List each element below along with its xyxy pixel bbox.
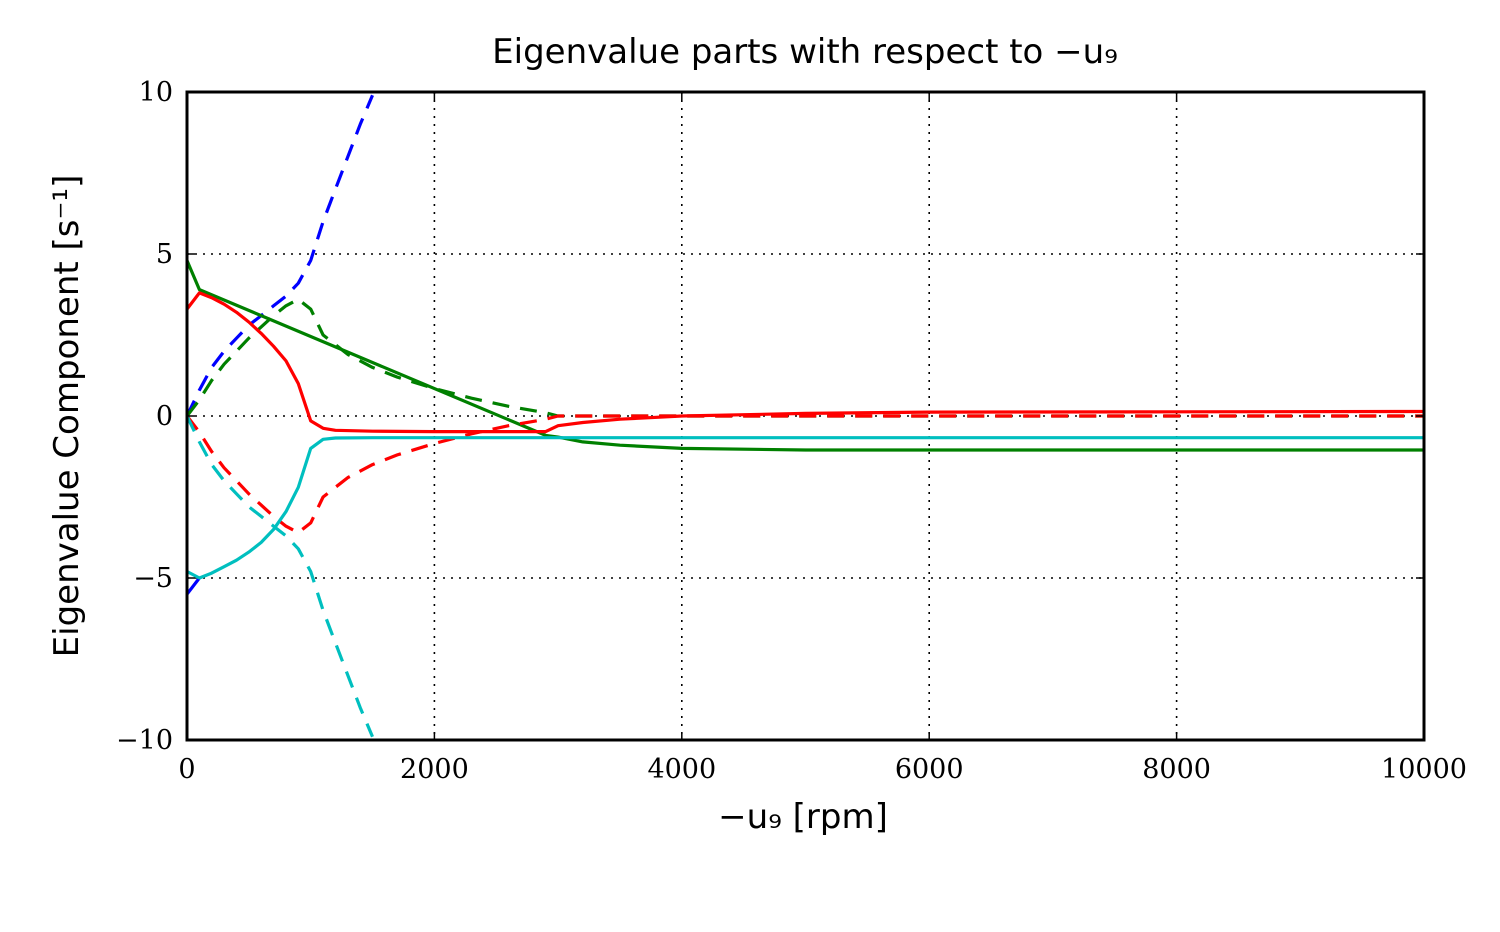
series-line-6-solid (186, 436, 1424, 580)
y-ticks: −10 −5 0 5 10 (116, 77, 1424, 756)
series-line-3-dashed (185, 297, 1424, 418)
x-ticks: 0 2000 4000 6000 8000 10000 (178, 92, 1467, 785)
series-line-4-solid (185, 291, 1425, 434)
y-tick-label: −5 (133, 563, 173, 594)
series-line-7-dashed (185, 415, 374, 738)
y-tick-label: 5 (156, 239, 173, 270)
x-tick-label: 10000 (1381, 754, 1467, 785)
x-tick-label: 0 (178, 754, 195, 785)
chart-title: Eigenvalue parts with respect to −u₉ (492, 32, 1118, 72)
x-tick-label: 6000 (895, 754, 964, 785)
x-tick-label: 2000 (400, 754, 469, 785)
series-layer (185, 94, 1425, 738)
y-tick-label: 10 (139, 77, 173, 108)
series-line-1-solid (185, 577, 201, 596)
x-tick-label: 8000 (1142, 754, 1211, 785)
series-line-2-solid (185, 259, 1424, 452)
y-tick-label: 0 (156, 401, 173, 432)
series-line-5-dashed (185, 414, 1424, 535)
x-tick-label: 4000 (647, 754, 716, 785)
y-axis-label: Eigenvalue Component [s⁻¹] (47, 175, 87, 658)
series-line-0-dashed (185, 94, 374, 417)
x-axis-label: −u₉ [rpm] (718, 797, 888, 837)
y-tick-label: −10 (116, 725, 173, 756)
